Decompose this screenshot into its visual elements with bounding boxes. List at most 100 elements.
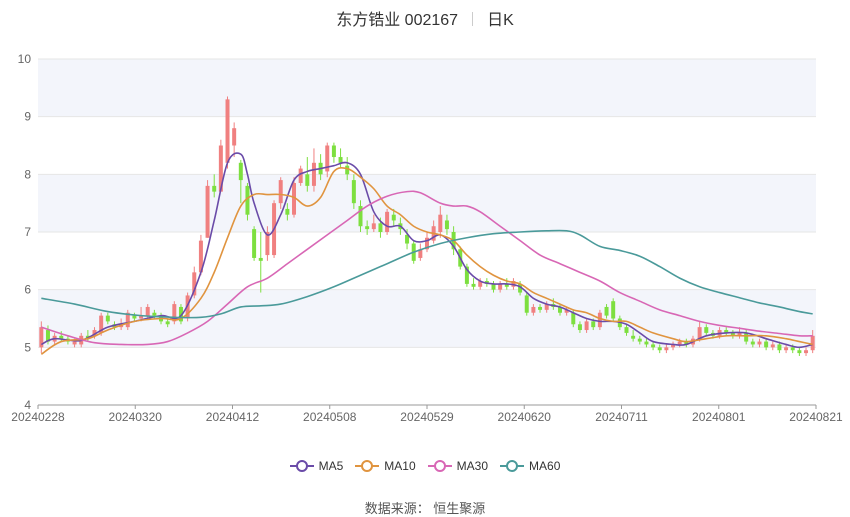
candle-body (418, 249, 423, 258)
candle-body (557, 306, 562, 313)
candle-body (145, 306, 150, 316)
candle-body (152, 312, 157, 316)
candle-body (298, 168, 303, 183)
candle-body (292, 182, 297, 215)
legend-item-ma60[interactable]: MA60 (500, 459, 560, 473)
candle-body (564, 309, 569, 313)
candle-body (784, 347, 789, 351)
candle-body (258, 257, 263, 261)
x-tick-label: 20240801 (692, 410, 746, 424)
candle-body (165, 321, 170, 325)
candle-body (790, 347, 795, 351)
legend-label: MA60 (529, 459, 561, 473)
candle-body (750, 341, 755, 345)
candle-body (671, 344, 676, 348)
candle-body (531, 306, 536, 313)
candle-body (212, 185, 217, 192)
x-tick-label: 20240620 (498, 410, 552, 424)
candle-body (205, 185, 210, 238)
x-tick-label: 20240821 (789, 410, 843, 424)
grid-band (38, 174, 816, 232)
candle-body (591, 321, 596, 328)
candle-body (571, 312, 576, 325)
title-separator (472, 12, 474, 26)
candle-body (385, 211, 390, 232)
data-source: 数据来源： 恒生聚源 (364, 501, 486, 516)
candle-body (185, 295, 190, 319)
candle-body (637, 338, 642, 342)
candle-body (518, 283, 523, 293)
candle-body (99, 315, 104, 333)
candle-body (232, 128, 237, 146)
legend-item-ma5[interactable]: MA5 (289, 459, 343, 473)
chart-title: 东方锆业 002167 日K (0, 6, 850, 30)
legend-marker (427, 460, 452, 472)
candle-body (770, 344, 775, 348)
candle-body (664, 347, 669, 351)
y-tick-label: 6 (24, 283, 31, 297)
x-tick-label: 20240320 (109, 410, 163, 424)
candle-body (358, 206, 363, 227)
candle-body (584, 321, 589, 331)
candle-body (371, 223, 376, 230)
x-tick-label: 20240508 (303, 410, 357, 424)
x-tick-label: 20240529 (400, 410, 454, 424)
legend-label: MA10 (384, 459, 416, 473)
candle-body (491, 283, 496, 290)
candle-body (810, 335, 815, 351)
candle-body (132, 315, 137, 319)
candle-body (444, 220, 449, 230)
candle-body (285, 208, 290, 215)
candle-body (631, 335, 636, 339)
candle-body (192, 272, 197, 296)
candle-body (378, 223, 383, 232)
legend-item-ma10[interactable]: MA10 (355, 459, 416, 473)
y-tick-label: 8 (24, 167, 31, 181)
candle-body (597, 312, 602, 328)
candle-body (218, 145, 223, 192)
candle-body (278, 180, 283, 204)
candle-body (744, 332, 749, 342)
candle-body (438, 214, 443, 232)
grid-band (38, 59, 816, 117)
candle-body (72, 341, 77, 345)
candle-body (677, 341, 682, 345)
x-tick-label: 20240228 (11, 410, 65, 424)
candle-body (797, 350, 802, 354)
candle-body (538, 306, 543, 310)
candle-body (730, 332, 735, 336)
candle-body (391, 214, 396, 221)
y-tick-label: 4 (24, 398, 31, 412)
legend-label: MA30 (456, 459, 489, 473)
candle-body (737, 332, 742, 336)
candle-body (804, 350, 809, 354)
candle-body (471, 283, 476, 287)
candle-body (338, 157, 343, 163)
legend-item-ma30[interactable]: MA30 (427, 459, 489, 473)
period-label: 日K (487, 12, 514, 29)
legend-marker (289, 460, 314, 472)
chart-legend: MA5 MA10 MA30 MA60 (0, 459, 850, 475)
candle-body (238, 162, 243, 181)
candle-body (504, 283, 509, 287)
candle-body (704, 327, 709, 333)
candle-body (325, 145, 330, 172)
candle-body (45, 330, 50, 342)
candle-body (245, 185, 250, 215)
candle-body (125, 312, 130, 328)
ma5-line (40, 152, 813, 349)
candle-body (604, 306, 609, 316)
candle-body (59, 335, 64, 339)
candle-body (764, 341, 769, 348)
candle-body (624, 327, 629, 333)
candle-body (524, 295, 529, 313)
candle-body (345, 165, 350, 175)
candle-body (331, 145, 336, 158)
candle-body (651, 344, 656, 348)
x-tick-label: 20240412 (206, 410, 260, 424)
candle-body (777, 344, 782, 351)
candle-body (478, 281, 483, 287)
candle-body (498, 283, 503, 290)
candle-body (577, 324, 582, 331)
y-tick-label: 7 (24, 225, 31, 239)
